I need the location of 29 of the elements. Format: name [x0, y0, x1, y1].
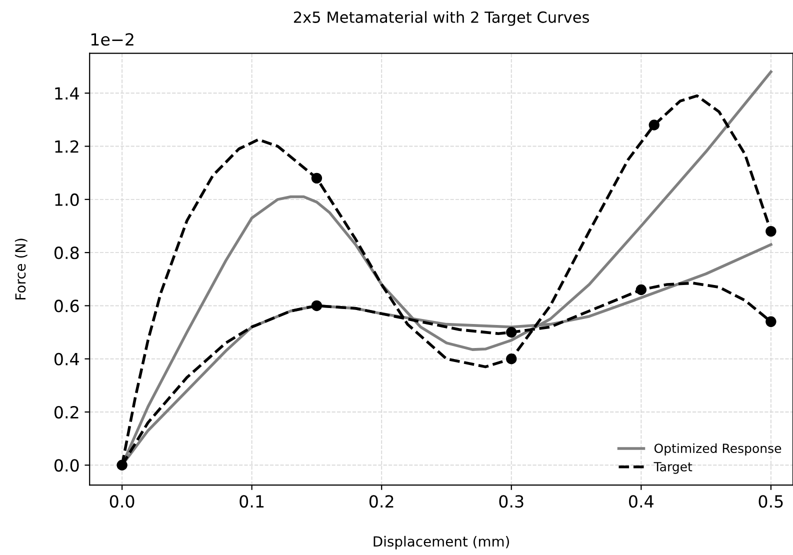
point — [311, 172, 322, 184]
text: 1e−2 — [91, 33, 134, 46]
x-tick-label: 0.0 — [110, 495, 134, 508]
x-tick-label: 0.4 — [629, 495, 654, 508]
x-tick-label: 0.2 — [369, 495, 394, 508]
y-tick-label: 1.4 — [55, 87, 79, 100]
y-axis-title: Force (N) — [14, 238, 28, 300]
legend-label: Target — [654, 462, 692, 474]
y-tick-label: 0.6 — [54, 300, 79, 312]
y-tick-label: 0.0 — [54, 459, 79, 472]
legend-label: Optimized Response — [654, 443, 782, 456]
y-tick-label: 1.0 — [55, 193, 79, 206]
point — [506, 354, 517, 364]
y-tick-label: 0.4 — [54, 352, 79, 366]
x-tick-label: 0.5 — [758, 495, 783, 508]
y-tick-label: 0.2 — [54, 406, 78, 419]
point — [636, 284, 647, 296]
x-tick-label: 0.1 — [240, 495, 264, 508]
point — [766, 226, 776, 237]
y-tick-label: 1.2 — [55, 140, 78, 153]
x-tick-label: 0.3 — [499, 495, 524, 508]
chart-title: 2x5 Metamaterial with 2 Target Curves — [294, 11, 590, 26]
point — [506, 326, 517, 338]
point — [648, 120, 660, 130]
point — [311, 300, 322, 312]
point — [116, 460, 128, 470]
y-tick-label: 0.8 — [54, 246, 79, 260]
point — [766, 316, 776, 328]
x-axis-title: Displacement (mm) — [374, 536, 510, 550]
